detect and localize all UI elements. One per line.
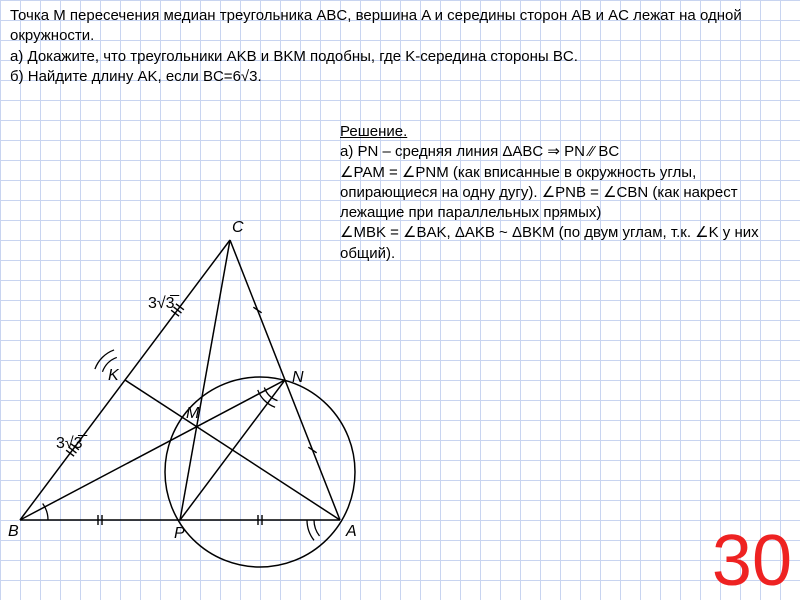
problem-text: Точка M пересечения медиан треугольника … bbox=[10, 6, 790, 87]
svg-text:K: K bbox=[108, 367, 120, 384]
svg-text:N: N bbox=[292, 369, 304, 386]
svg-text:A: A bbox=[345, 523, 357, 540]
slide-number: 30 bbox=[712, 520, 792, 602]
problem-line-1: Точка M пересечения медиан треугольника … bbox=[10, 6, 790, 47]
svg-text:C: C bbox=[232, 219, 244, 236]
problem-line-3: б) Найдите длину AK, если BC=6√3. bbox=[10, 67, 790, 87]
geometry-svg: BACKNPM3√3̅3√3̅ bbox=[0, 200, 420, 600]
svg-text:M: M bbox=[186, 405, 200, 422]
svg-text:B: B bbox=[8, 523, 19, 540]
svg-text:3√3̅: 3√3̅ bbox=[148, 294, 180, 312]
svg-text:P: P bbox=[174, 525, 185, 542]
solution-line-1: а) PN – средняя линия ΔABС ⇒ PN ⁄⁄ BC bbox=[340, 142, 790, 162]
solution-header: Решение. bbox=[340, 122, 790, 142]
geometry-figure: BACKNPM3√3̅3√3̅ bbox=[0, 200, 420, 600]
problem-line-2: а) Докажите, что треугольники AKB и BKM … bbox=[10, 47, 790, 67]
